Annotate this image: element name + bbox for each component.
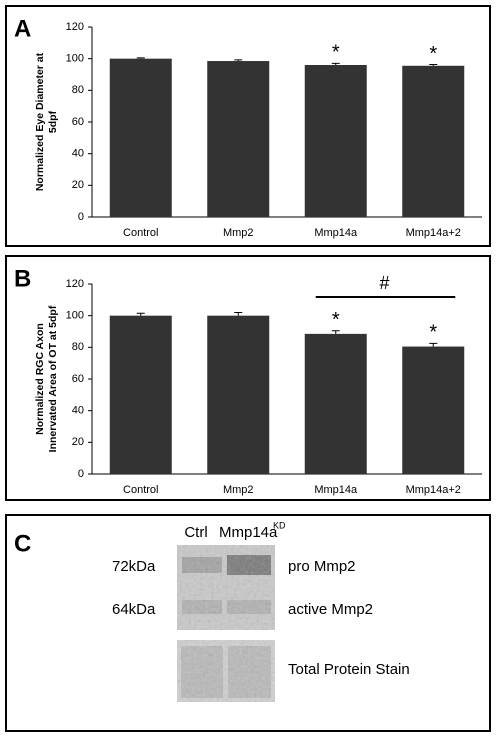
y-tick-label: 40 (72, 405, 84, 417)
error-bar (136, 312, 145, 316)
bar (402, 65, 465, 218)
y-axis-label: 5dpf (47, 110, 59, 133)
lane-superscript: KD (273, 520, 286, 530)
x-tick-label: Mmp14a+2 (406, 484, 461, 496)
y-tick-label: 0 (78, 468, 84, 480)
y-tick-label: 120 (66, 278, 84, 290)
annotation: * (332, 309, 340, 331)
error-bar (234, 312, 243, 316)
error-bar (136, 57, 145, 59)
band-label: Total Protein Stain (288, 661, 410, 678)
panel-frame (5, 255, 491, 501)
marker-label: 72kDa (112, 558, 156, 575)
bracket-label: # (379, 273, 389, 293)
annotation: * (429, 43, 437, 65)
panel-frame (5, 514, 491, 732)
panel-label: C (14, 530, 31, 557)
bar (304, 333, 367, 474)
panel-label: B (14, 265, 31, 292)
y-tick-label: 100 (66, 310, 84, 322)
bar (207, 315, 270, 474)
x-tick-label: Control (123, 484, 158, 496)
error-bar (331, 62, 340, 65)
error-bar (234, 59, 243, 62)
y-tick-label: 120 (66, 21, 84, 33)
x-tick-label: Mmp2 (223, 227, 254, 239)
x-tick-label: Mmp14a+2 (406, 227, 461, 239)
bar (402, 346, 465, 474)
y-axis-label: Normalized Eye Diameter at (34, 52, 46, 191)
y-tick-label: 60 (72, 116, 84, 128)
error-bar (331, 330, 340, 334)
y-axis-label: Innervated Area of OT at 5dpf (47, 305, 59, 452)
bar (304, 65, 367, 217)
band-label: active Mmp2 (288, 601, 373, 618)
y-tick-label: 60 (72, 373, 84, 385)
error-bar (429, 64, 438, 66)
bar (109, 58, 172, 217)
lane-label: Ctrl (184, 524, 207, 541)
blot-image (177, 545, 275, 702)
y-axis-label: Normalized RGC Axon (34, 323, 46, 435)
lane-label: Mmp14a (219, 524, 278, 541)
y-tick-label: 40 (72, 148, 84, 160)
y-tick-label: 80 (72, 84, 84, 96)
bar (207, 61, 270, 217)
bar (109, 315, 172, 474)
error-bar (429, 342, 438, 347)
annotation: * (429, 322, 437, 344)
y-tick-label: 20 (72, 179, 84, 191)
x-tick-label: Mmp14a (314, 227, 358, 239)
y-tick-label: 100 (66, 53, 84, 65)
y-tick-label: 80 (72, 341, 84, 353)
x-tick-label: Mmp14a (314, 484, 358, 496)
y-tick-label: 0 (78, 211, 84, 223)
band-label: pro Mmp2 (288, 558, 356, 575)
annotation: * (332, 42, 340, 64)
marker-label: 64kDa (112, 601, 156, 618)
panel-label: A (14, 15, 31, 42)
x-tick-label: Control (123, 227, 158, 239)
x-tick-label: Mmp2 (223, 484, 254, 496)
y-tick-label: 20 (72, 436, 84, 448)
panel-frame (5, 5, 491, 247)
